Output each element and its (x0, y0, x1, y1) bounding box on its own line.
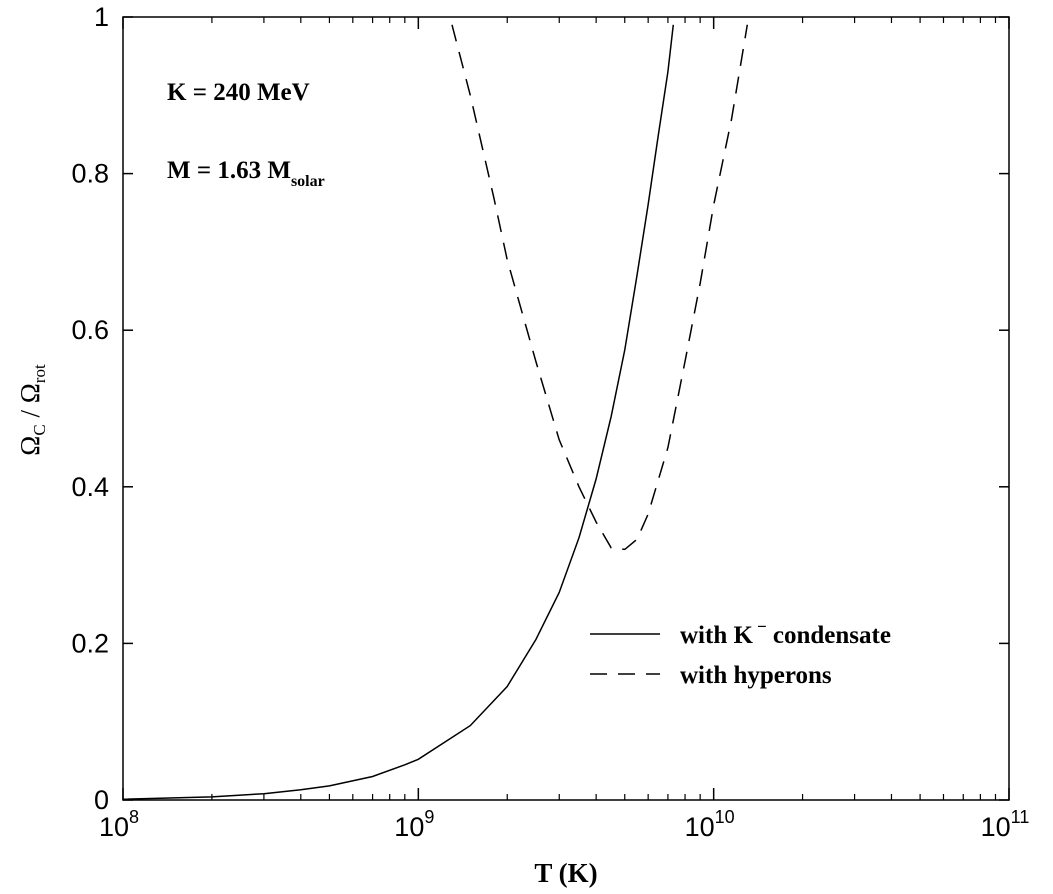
x-tick-exponent: 8 (129, 807, 139, 827)
x-tick-exponent: 11 (1011, 807, 1030, 827)
x-axis-label: T (K) (534, 858, 597, 888)
annotation-k-value: K = 240 MeV (167, 79, 310, 106)
series-condensate-line (122, 24, 675, 800)
y-label-slash: / (15, 403, 45, 424)
x-tick-label: 1011 (981, 807, 1030, 842)
y-axis-ticks: 0 0.2 0.4 0.6 0.8 1 (71, 2, 1009, 815)
y-tick-label: 0.4 (71, 472, 109, 502)
series-group (122, 24, 749, 800)
y-label-omega-c: Ω (15, 436, 45, 456)
legend-label-condensate: with K − condensate (680, 617, 891, 649)
legend-label-condensate-tail: condensate (767, 622, 891, 649)
legend-label-condensate-sup: − (757, 617, 767, 636)
legend-label-condensate-main: with K (680, 622, 753, 649)
y-axis-label: ΩC / Ωrot (15, 364, 49, 456)
x-tick-label: 109 (394, 807, 434, 842)
y-tick-label: 0.6 (71, 315, 109, 345)
annotation-mass-main: M = 1.63 M (167, 157, 291, 184)
x-tick-exponent: 9 (424, 807, 434, 827)
x-tick-exponent: 10 (715, 807, 735, 827)
legend: with K − condensate with hyperons (590, 617, 891, 689)
y-tick-label: 0.2 (71, 628, 109, 658)
x-axis-ticks: 108 109 1010 1011 (99, 17, 1029, 842)
y-tick-label: 0.8 (71, 159, 109, 189)
y-tick-label: 0 (94, 785, 109, 815)
annotation-mass-sub: solar (291, 173, 325, 190)
y-tick-label: 1 (94, 2, 109, 32)
y-label-sub-rot: rot (30, 364, 49, 383)
y-label-sub-c: C (30, 424, 49, 435)
legend-label-hyperons: with hyperons (680, 662, 832, 689)
y-label-omega-rot: Ω (15, 383, 45, 403)
x-tick-label: 108 (99, 807, 139, 842)
series-hyperons-line (451, 24, 749, 551)
annotation-mass: M = 1.63 Msolar (167, 157, 325, 190)
plot-frame (122, 16, 1010, 801)
x-tick-label: 1010 (685, 807, 735, 842)
